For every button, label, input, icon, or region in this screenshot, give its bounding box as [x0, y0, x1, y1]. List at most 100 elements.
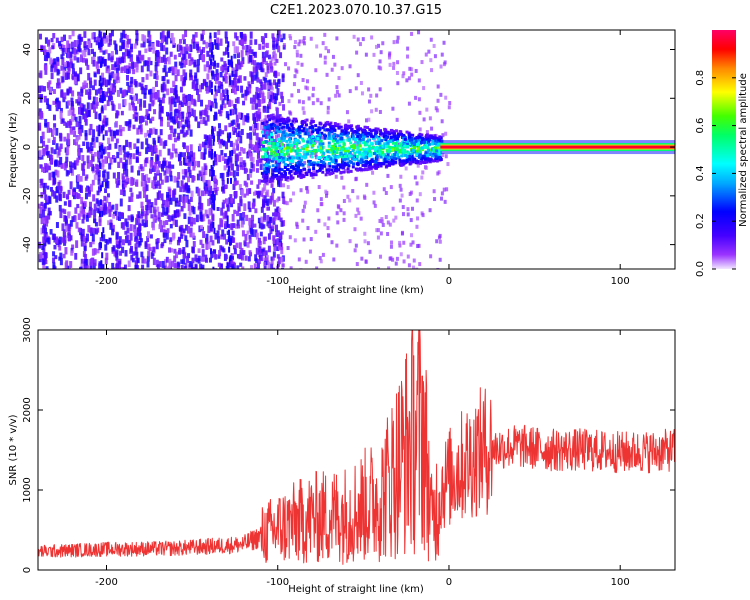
heatmap-cell [245, 168, 249, 173]
heatmap-cell [151, 116, 155, 121]
heatmap-cell [369, 93, 373, 98]
heatmap-cell [152, 146, 156, 154]
heatmap-cell [348, 150, 352, 154]
heatmap-cell [307, 163, 311, 168]
heatmap-cell [226, 177, 229, 184]
heatmap-cell [144, 114, 148, 120]
heatmap-cell [400, 154, 404, 158]
heatmap-cell [102, 50, 106, 55]
heatmap-cell [406, 54, 410, 59]
heatmap-cell [126, 227, 130, 234]
heatmap-cell [332, 136, 336, 140]
heatmap-cell [210, 88, 213, 95]
heatmap-cell [47, 165, 51, 171]
heatmap-cell [410, 233, 414, 238]
heatmap-cell [312, 167, 316, 171]
heatmap-cell [331, 139, 335, 143]
heatmap-cell [255, 71, 259, 79]
heatmap-cell [64, 247, 68, 255]
heatmap-cell [48, 196, 52, 204]
heatmap-cell [89, 123, 93, 130]
heatmap-cell [267, 160, 271, 164]
heatmap-cell [62, 69, 66, 77]
heatmap-cell [228, 122, 232, 128]
heatmap-cell [175, 177, 179, 182]
heatmap-cell [158, 224, 162, 230]
heatmap-cell [387, 139, 391, 143]
heatmap-cell [234, 80, 238, 87]
heatmap-cell [175, 152, 179, 158]
heatmap-cell [91, 248, 95, 256]
heatmap-cell [42, 236, 46, 244]
heatmap-cell [275, 156, 279, 160]
heatmap-cell [314, 128, 318, 132]
heatmap-cell [45, 144, 49, 151]
heatmap-cell [278, 119, 282, 123]
heatmap-cell [355, 162, 359, 166]
heatmap-cell [99, 75, 102, 82]
heatmap-cell [211, 175, 214, 182]
heatmap-cell [67, 139, 71, 145]
heatmap-cell [66, 120, 70, 127]
heatmap-cell [443, 199, 447, 204]
heatmap-cell [321, 164, 325, 168]
heatmap-cell [195, 214, 199, 223]
heatmap-cell [248, 235, 252, 240]
heatmap-cell [190, 190, 194, 197]
heatmap-cell [93, 152, 97, 157]
heatmap-cell [74, 116, 78, 122]
heatmap-cell [249, 132, 253, 140]
heatmap-cell [262, 56, 266, 62]
heatmap-cell [255, 122, 259, 131]
heatmap-cell [291, 191, 295, 196]
heatmap-cell [299, 53, 303, 58]
heatmap-cell [124, 230, 128, 235]
heatmap-cell [260, 223, 264, 230]
heatmap-cell [245, 44, 249, 53]
heatmap-cell [291, 130, 295, 134]
heatmap-cell [174, 74, 178, 82]
heatmap-cell [246, 242, 250, 248]
heatmap-cell [114, 43, 118, 51]
heatmap-cell [310, 155, 314, 159]
heatmap-cell [279, 34, 283, 39]
heatmap-cell [247, 52, 251, 58]
heatmap-cell [46, 52, 50, 58]
heatmap-cell [74, 72, 78, 78]
heatmap-cell [274, 131, 278, 135]
heatmap-cell [343, 154, 347, 158]
heatmap-cell [249, 39, 253, 46]
heatmap-cell [126, 81, 130, 86]
heatmap-cell [328, 150, 332, 154]
heatmap-cell [148, 133, 152, 138]
heatmap-cell [140, 141, 144, 150]
snr-x-tick-label: -200 [95, 577, 118, 588]
heatmap-cell [176, 239, 180, 246]
heatmap-cell [60, 164, 64, 169]
heatmap-cell [106, 100, 110, 107]
heatmap-cell [351, 132, 355, 136]
heatmap-cell [371, 135, 375, 139]
heatmap-cell [393, 134, 397, 138]
heatmap-cell [152, 127, 156, 134]
heatmap-cell [318, 136, 322, 140]
heatmap-cell [183, 152, 187, 159]
heatmap-cell [358, 148, 362, 152]
heatmap-cell [348, 137, 352, 141]
heatmap-cell [379, 231, 383, 236]
heatmap-cell [297, 257, 301, 262]
heatmap-cell [329, 125, 333, 129]
heatmap-cell [418, 138, 422, 142]
heatmap-cell [183, 46, 187, 55]
heatmap-cell [92, 51, 96, 57]
heatmap-cell [425, 134, 429, 138]
heatmap-cell [346, 167, 350, 171]
heatmap-cell [222, 51, 226, 56]
heatmap-cell [213, 94, 217, 101]
heatmap-cell [221, 179, 225, 186]
heatmap-cell [42, 86, 46, 92]
heatmap-cell [78, 122, 82, 130]
heatmap-cell [294, 119, 298, 123]
heatmap-cell [214, 153, 218, 161]
spectrogram-y-tick-label: -40 [22, 236, 33, 252]
